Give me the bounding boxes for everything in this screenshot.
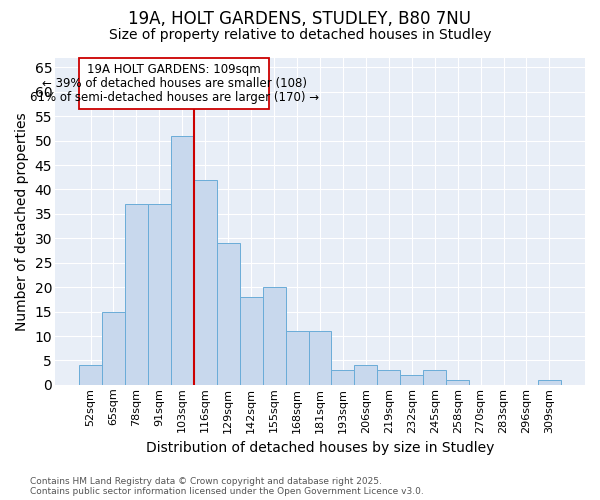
Text: Contains HM Land Registry data © Crown copyright and database right 2025.
Contai: Contains HM Land Registry data © Crown c… xyxy=(30,476,424,496)
Bar xyxy=(400,375,423,385)
X-axis label: Distribution of detached houses by size in Studley: Distribution of detached houses by size … xyxy=(146,441,494,455)
Bar xyxy=(423,370,446,385)
Y-axis label: Number of detached properties: Number of detached properties xyxy=(15,112,29,330)
Bar xyxy=(308,331,331,385)
Bar xyxy=(286,331,308,385)
Bar xyxy=(239,297,263,385)
Bar xyxy=(331,370,355,385)
Text: 61% of semi-detached houses are larger (170) →: 61% of semi-detached houses are larger (… xyxy=(30,91,319,104)
Bar xyxy=(355,366,377,385)
Bar xyxy=(194,180,217,385)
Bar xyxy=(263,287,286,385)
Bar xyxy=(171,136,194,385)
Bar xyxy=(148,204,171,385)
FancyBboxPatch shape xyxy=(79,58,269,109)
Bar xyxy=(377,370,400,385)
Bar xyxy=(125,204,148,385)
Bar xyxy=(538,380,561,385)
Text: ← 39% of detached houses are smaller (108): ← 39% of detached houses are smaller (10… xyxy=(42,77,307,90)
Bar xyxy=(217,243,239,385)
Text: 19A HOLT GARDENS: 109sqm: 19A HOLT GARDENS: 109sqm xyxy=(88,64,261,76)
Bar xyxy=(102,312,125,385)
Text: Size of property relative to detached houses in Studley: Size of property relative to detached ho… xyxy=(109,28,491,42)
Text: 19A, HOLT GARDENS, STUDLEY, B80 7NU: 19A, HOLT GARDENS, STUDLEY, B80 7NU xyxy=(128,10,472,28)
Bar xyxy=(79,366,102,385)
Bar xyxy=(446,380,469,385)
